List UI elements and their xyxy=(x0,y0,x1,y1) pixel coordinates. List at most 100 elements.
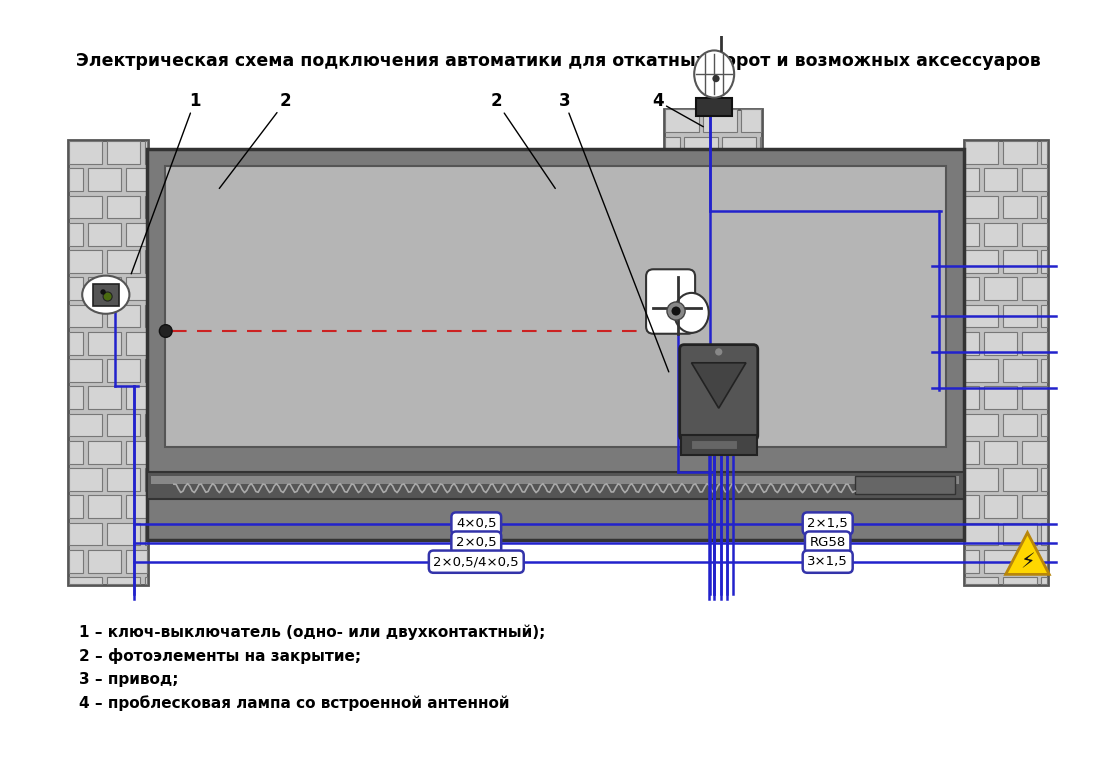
Bar xyxy=(1022,277,1048,300)
Text: ⚡: ⚡ xyxy=(1020,553,1035,572)
Bar xyxy=(146,472,964,499)
Bar xyxy=(1003,141,1037,164)
Bar xyxy=(1041,414,1048,437)
Circle shape xyxy=(160,325,172,337)
Bar xyxy=(965,387,980,409)
Bar xyxy=(126,169,146,191)
Bar xyxy=(965,169,980,191)
Text: 3×1,5: 3×1,5 xyxy=(807,555,848,568)
Bar xyxy=(1003,522,1037,545)
Bar xyxy=(703,109,737,132)
Bar xyxy=(68,550,83,572)
Bar xyxy=(1022,169,1048,191)
Bar xyxy=(1041,250,1048,273)
Bar xyxy=(107,141,141,164)
Bar xyxy=(88,387,122,409)
Bar xyxy=(68,169,83,191)
Bar xyxy=(1022,441,1048,464)
Bar xyxy=(145,250,146,273)
Bar xyxy=(107,577,141,584)
Bar xyxy=(692,440,737,449)
Bar xyxy=(984,332,1018,355)
Bar xyxy=(965,250,999,273)
Text: 3: 3 xyxy=(558,92,668,372)
Bar xyxy=(1041,522,1048,545)
Bar xyxy=(984,277,1018,300)
Bar xyxy=(1003,305,1037,327)
Bar xyxy=(126,223,146,246)
Bar xyxy=(146,149,964,540)
Text: 4: 4 xyxy=(652,92,703,127)
Bar xyxy=(88,223,122,246)
Bar xyxy=(145,522,146,545)
Bar xyxy=(68,522,103,545)
Text: 2 – фотоэлементы на закрытие;: 2 – фотоэлементы на закрытие; xyxy=(78,648,360,664)
Text: 2×1,5: 2×1,5 xyxy=(807,517,848,530)
Text: 2: 2 xyxy=(490,92,556,188)
Bar xyxy=(107,196,141,219)
Bar xyxy=(68,495,83,518)
Bar xyxy=(1003,250,1037,273)
Bar xyxy=(681,436,757,455)
Bar xyxy=(126,441,146,464)
Bar xyxy=(665,137,680,153)
Text: 2×0,5/4×0,5: 2×0,5/4×0,5 xyxy=(433,555,519,568)
Bar xyxy=(145,305,146,327)
Bar xyxy=(151,476,960,483)
Bar xyxy=(145,196,146,219)
Bar xyxy=(965,277,980,300)
Bar xyxy=(965,332,980,355)
Bar xyxy=(984,495,1018,518)
Bar xyxy=(68,468,103,490)
Bar xyxy=(145,468,146,490)
Bar xyxy=(722,137,756,153)
Bar xyxy=(93,284,118,305)
Bar xyxy=(965,414,999,437)
Bar xyxy=(664,109,762,154)
Polygon shape xyxy=(1006,533,1049,574)
Bar xyxy=(965,141,999,164)
Bar xyxy=(1022,495,1048,518)
Text: 1 – ключ-выключатель (одно- или двухконтактный);: 1 – ключ-выключатель (одно- или двухконт… xyxy=(78,624,545,640)
Bar xyxy=(107,468,141,490)
Bar xyxy=(68,196,103,219)
Bar xyxy=(984,223,1018,246)
Bar xyxy=(107,522,141,545)
Bar xyxy=(126,550,146,572)
Bar xyxy=(1022,550,1048,572)
Bar xyxy=(88,495,122,518)
Bar xyxy=(1041,196,1048,219)
Bar xyxy=(1003,414,1037,437)
Text: 1: 1 xyxy=(132,92,201,274)
Bar xyxy=(965,441,980,464)
Ellipse shape xyxy=(694,51,734,98)
FancyBboxPatch shape xyxy=(680,344,758,440)
Bar xyxy=(1003,468,1037,490)
Ellipse shape xyxy=(83,276,129,314)
Text: 4×0,5: 4×0,5 xyxy=(456,517,497,530)
Bar xyxy=(696,98,732,116)
Ellipse shape xyxy=(674,293,709,333)
Bar xyxy=(965,359,999,382)
Bar xyxy=(1022,223,1048,246)
Bar xyxy=(1022,332,1048,355)
Bar xyxy=(68,414,103,437)
Circle shape xyxy=(100,289,106,294)
Text: 2×0,5: 2×0,5 xyxy=(456,536,497,549)
Circle shape xyxy=(712,75,720,82)
Bar xyxy=(68,332,83,355)
Bar xyxy=(68,305,103,327)
Text: RG58: RG58 xyxy=(809,536,846,549)
Bar xyxy=(126,277,146,300)
Bar xyxy=(126,495,146,518)
Bar xyxy=(855,476,955,494)
Bar xyxy=(107,250,141,273)
Polygon shape xyxy=(692,363,745,408)
Bar xyxy=(1041,359,1048,382)
Bar xyxy=(965,550,980,572)
Text: Электрическая схема подключения автоматики для откатных ворот и возможных аксесс: Электрическая схема подключения автомати… xyxy=(76,52,1040,70)
Bar xyxy=(964,141,1048,585)
Bar xyxy=(1041,468,1048,490)
Bar xyxy=(984,169,1018,191)
Bar xyxy=(88,277,122,300)
